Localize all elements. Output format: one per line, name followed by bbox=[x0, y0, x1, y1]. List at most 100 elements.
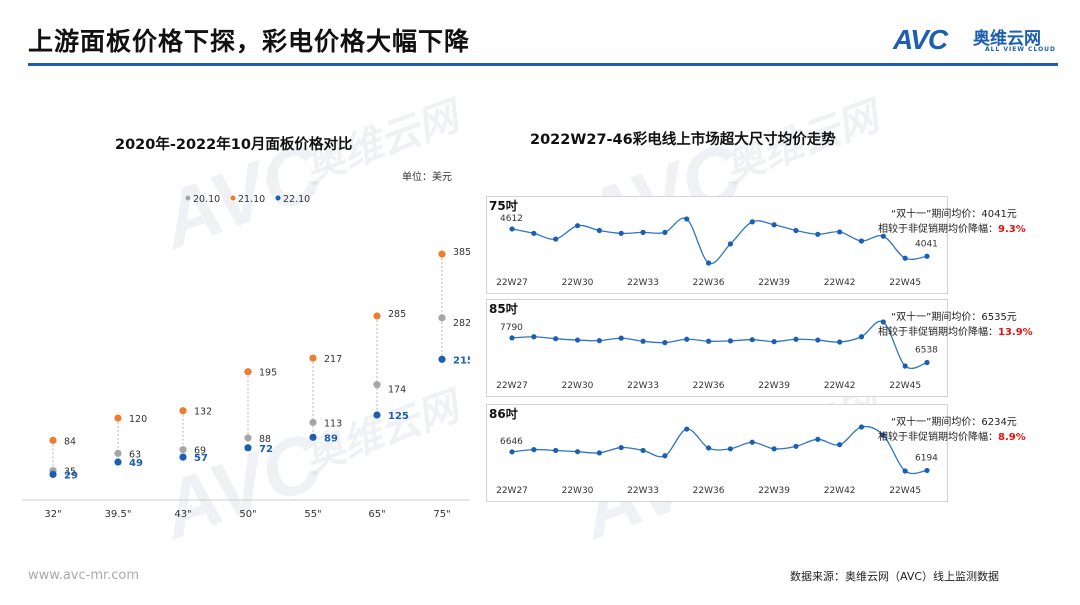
category-label: 39.5" bbox=[105, 509, 132, 520]
data-label: 285 bbox=[388, 309, 406, 320]
x-tick-label: 22W30 bbox=[562, 381, 594, 391]
data-point bbox=[705, 260, 712, 266]
last-value-label: 6194 bbox=[915, 453, 938, 463]
data-point bbox=[924, 359, 930, 366]
x-tick-label: 22W36 bbox=[693, 278, 725, 288]
data-point bbox=[815, 231, 821, 237]
data-label: 57 bbox=[194, 453, 208, 464]
data-point bbox=[179, 446, 187, 454]
data-point bbox=[749, 219, 755, 225]
data-label: 120 bbox=[129, 414, 147, 425]
x-tick-label: 22W33 bbox=[627, 486, 659, 496]
data-point bbox=[640, 447, 646, 454]
last-value-label: 6538 bbox=[915, 346, 938, 356]
data-point bbox=[179, 407, 187, 415]
data-point bbox=[684, 216, 690, 222]
data-point bbox=[924, 467, 930, 474]
data-point bbox=[574, 223, 581, 229]
panel-86: 86吋 6646 6194 22W27 22W30 22W33 22W36 22W39 22W4… bbox=[486, 404, 1026, 502]
annotation-avg: “双十一”期间均价：4041元 bbox=[891, 207, 1017, 220]
x-tick-label: 22W27 bbox=[496, 381, 528, 391]
x-tick-label: 22W45 bbox=[889, 278, 921, 288]
data-point bbox=[114, 414, 122, 422]
data-point bbox=[438, 250, 446, 258]
page-title: 上游面板价格下探，彩电价格大幅下降 bbox=[28, 27, 471, 56]
data-point bbox=[531, 334, 537, 340]
data-point bbox=[880, 319, 886, 325]
category-label: 55" bbox=[304, 509, 321, 520]
data-point bbox=[662, 229, 668, 235]
data-label: 63 bbox=[129, 449, 141, 460]
category-label: 50" bbox=[239, 509, 256, 520]
data-point bbox=[574, 337, 581, 343]
line-chart-86: 86吋 6646 6194 22W27 22W30 22W33 22W36 22W39 22W4… bbox=[489, 406, 1026, 496]
data-point bbox=[793, 336, 799, 342]
legend-marker bbox=[185, 195, 191, 201]
data-point bbox=[662, 453, 668, 459]
x-tick-label: 22W39 bbox=[758, 381, 790, 391]
data-point bbox=[858, 334, 865, 340]
data-point bbox=[793, 227, 799, 234]
data-point bbox=[815, 337, 821, 343]
data-point bbox=[244, 434, 252, 442]
legend-marker bbox=[275, 195, 281, 201]
data-point bbox=[373, 381, 381, 389]
data-label: 29 bbox=[64, 470, 78, 481]
data-point bbox=[438, 314, 446, 322]
footer-url[interactable]: www.avc-mr.com bbox=[28, 568, 140, 583]
data-point bbox=[837, 339, 843, 345]
avc-logo: AVC 奥维云网 ALL VIEW CLOUD bbox=[893, 22, 1063, 62]
data-label: 72 bbox=[259, 444, 273, 455]
data-label: 215 bbox=[453, 355, 470, 366]
data-point bbox=[662, 340, 668, 346]
data-label: 88 bbox=[259, 434, 271, 445]
data-label: 84 bbox=[64, 436, 76, 447]
data-point bbox=[727, 446, 734, 452]
panel-85: 85吋 7790 6538 22W27 22W30 22W33 22W36 22W39 22W4… bbox=[486, 299, 1033, 397]
annotation-drop: 相较于非促销期均价降幅：9.3% bbox=[878, 222, 1026, 235]
data-point bbox=[858, 424, 865, 430]
data-point bbox=[793, 443, 799, 449]
annotation-drop-prefix: 相较于非促销期均价降幅： bbox=[878, 222, 998, 235]
data-label: 217 bbox=[324, 354, 342, 365]
data-point bbox=[684, 426, 690, 432]
data-point bbox=[244, 368, 252, 376]
data-point bbox=[858, 238, 865, 244]
category-label: 32" bbox=[44, 509, 61, 520]
data-point bbox=[727, 338, 734, 344]
first-value-label: 4612 bbox=[500, 214, 523, 224]
first-value-label: 7790 bbox=[500, 323, 523, 333]
data-point bbox=[618, 444, 624, 451]
data-label: 174 bbox=[388, 385, 406, 396]
x-tick-label: 22W45 bbox=[889, 486, 921, 496]
x-tick-label: 22W33 bbox=[627, 381, 659, 391]
data-point bbox=[771, 446, 777, 452]
series-line bbox=[511, 217, 928, 265]
data-point bbox=[727, 241, 734, 247]
data-label: 49 bbox=[129, 458, 143, 469]
series-line bbox=[511, 425, 928, 475]
line-chart-85: 85吋 7790 6538 22W27 22W30 22W33 22W36 22W39 22W4… bbox=[489, 301, 1033, 391]
data-point bbox=[574, 449, 581, 455]
data-point bbox=[509, 449, 515, 455]
data-point bbox=[373, 312, 381, 320]
unit-label: 单位：美元 bbox=[402, 172, 452, 183]
panel-size-label: 86吋 bbox=[489, 406, 518, 421]
data-point bbox=[902, 363, 908, 369]
data-point bbox=[640, 338, 646, 344]
category-label: 65" bbox=[368, 509, 385, 520]
data-point bbox=[553, 447, 559, 454]
data-point bbox=[902, 255, 908, 261]
data-point bbox=[815, 436, 821, 442]
data-point bbox=[531, 447, 537, 453]
last-value-label: 4041 bbox=[915, 239, 938, 249]
x-tick-label: 22W45 bbox=[889, 381, 921, 391]
data-point bbox=[705, 338, 712, 344]
data-point bbox=[924, 253, 930, 259]
data-point bbox=[114, 449, 122, 457]
data-point bbox=[705, 445, 712, 451]
data-point bbox=[49, 470, 57, 479]
x-tick-label: 22W36 bbox=[693, 486, 725, 496]
data-point bbox=[837, 442, 843, 448]
data-point bbox=[771, 222, 777, 228]
